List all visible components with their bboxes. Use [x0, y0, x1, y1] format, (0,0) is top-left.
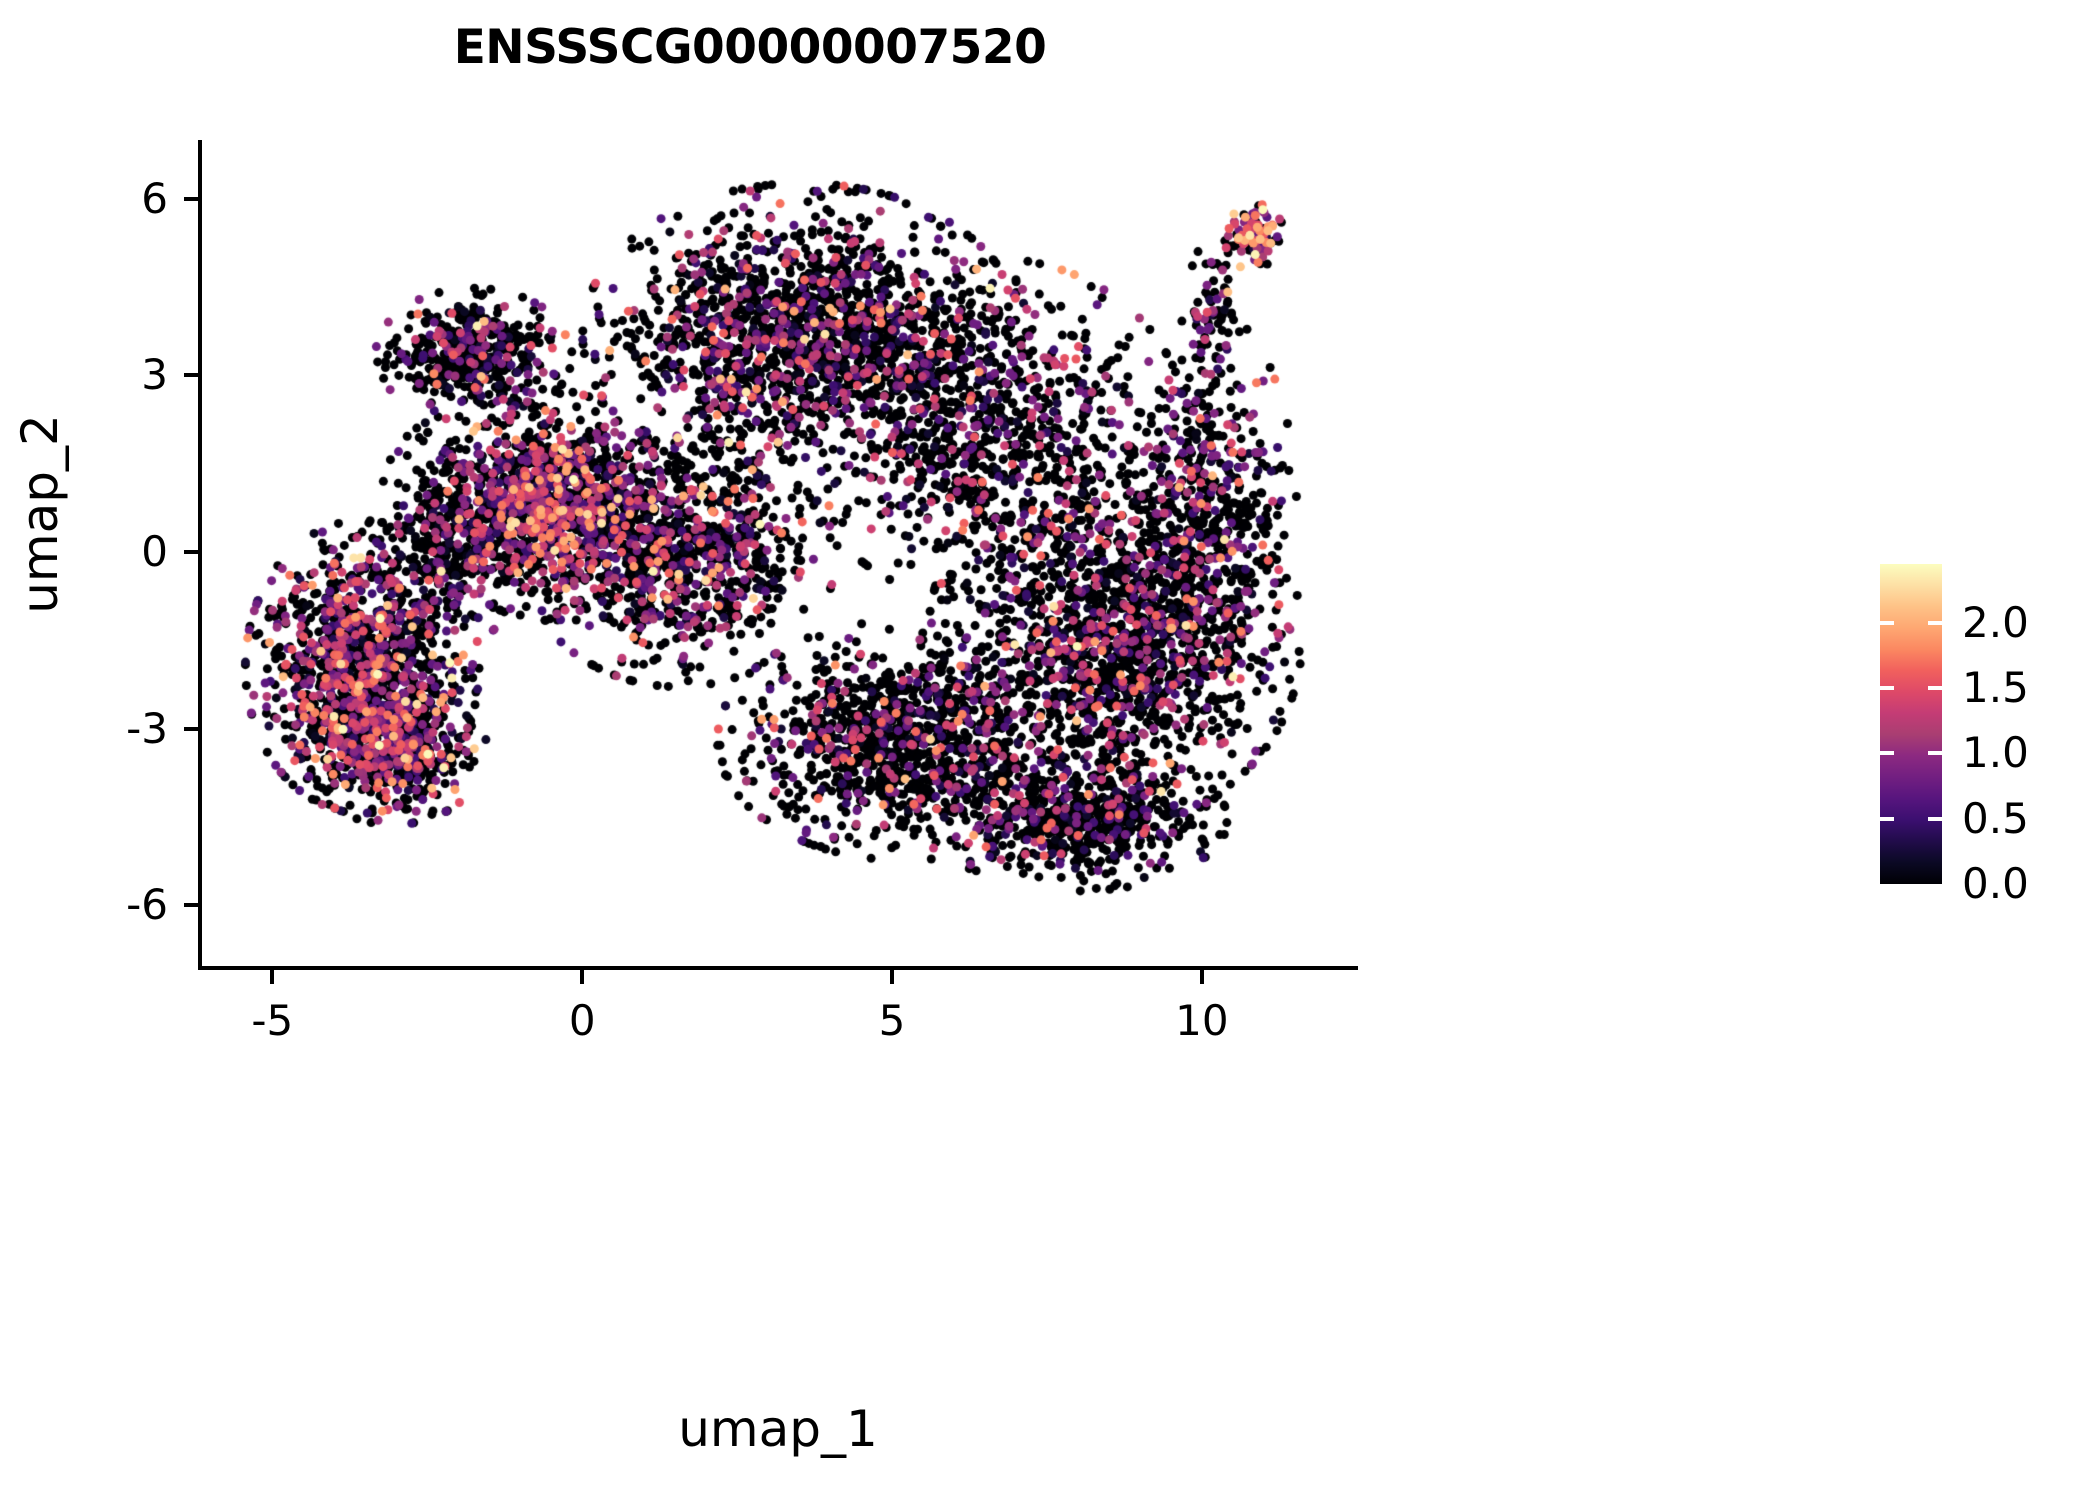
y-tick-mark — [184, 903, 198, 908]
x-tick-mark — [270, 970, 275, 984]
x-tick-mark — [580, 970, 585, 984]
y-axis-spine — [198, 140, 202, 970]
x-axis-spine — [198, 966, 1358, 970]
colorbar-gradient — [1880, 564, 1942, 884]
y-tick-label: -6 — [126, 880, 168, 930]
scatter-plot-canvas — [198, 140, 1363, 970]
colorbar-tick-label: 0.0 — [1962, 859, 2029, 908]
colorbar-tick-left — [1880, 620, 1894, 625]
y-tick-label: 0 — [141, 527, 168, 577]
colorbar-tick-right — [1928, 686, 1942, 691]
y-tick-mark — [184, 550, 198, 555]
colorbar-tick-right — [1928, 620, 1942, 625]
y-axis-label: umap_2 — [11, 414, 69, 614]
x-tick-label: -5 — [251, 996, 294, 1045]
x-tick-mark — [1199, 970, 1204, 984]
colorbar-tick-left — [1880, 751, 1894, 756]
y-tick-label: 6 — [141, 173, 168, 223]
x-tick-mark — [890, 970, 895, 984]
colorbar-tick-left — [1880, 686, 1894, 691]
x-tick-label: 0 — [568, 996, 596, 1045]
x-tick-label: 5 — [878, 996, 906, 1045]
x-axis-label: umap_1 — [678, 1400, 878, 1458]
colorbar-tick-right — [1928, 816, 1942, 821]
colorbar-tick-right — [1928, 751, 1942, 756]
colorbar-tick-label: 2.0 — [1962, 597, 2029, 647]
y-tick-mark — [184, 373, 198, 378]
x-tick-label: 10 — [1175, 996, 1229, 1045]
colorbar-tick-label: 0.5 — [1962, 793, 2029, 843]
colorbar-tick-left — [1880, 816, 1894, 821]
colorbar-tick-label: 1.5 — [1962, 663, 2029, 713]
y-tick-label: 3 — [141, 350, 168, 400]
y-tick-label: -3 — [126, 703, 168, 753]
y-tick-mark — [184, 726, 198, 731]
y-tick-mark — [184, 196, 198, 201]
page-title: ENSSSCG00000007520 — [453, 20, 1047, 75]
colorbar-tick-label: 1.0 — [1962, 728, 2029, 778]
